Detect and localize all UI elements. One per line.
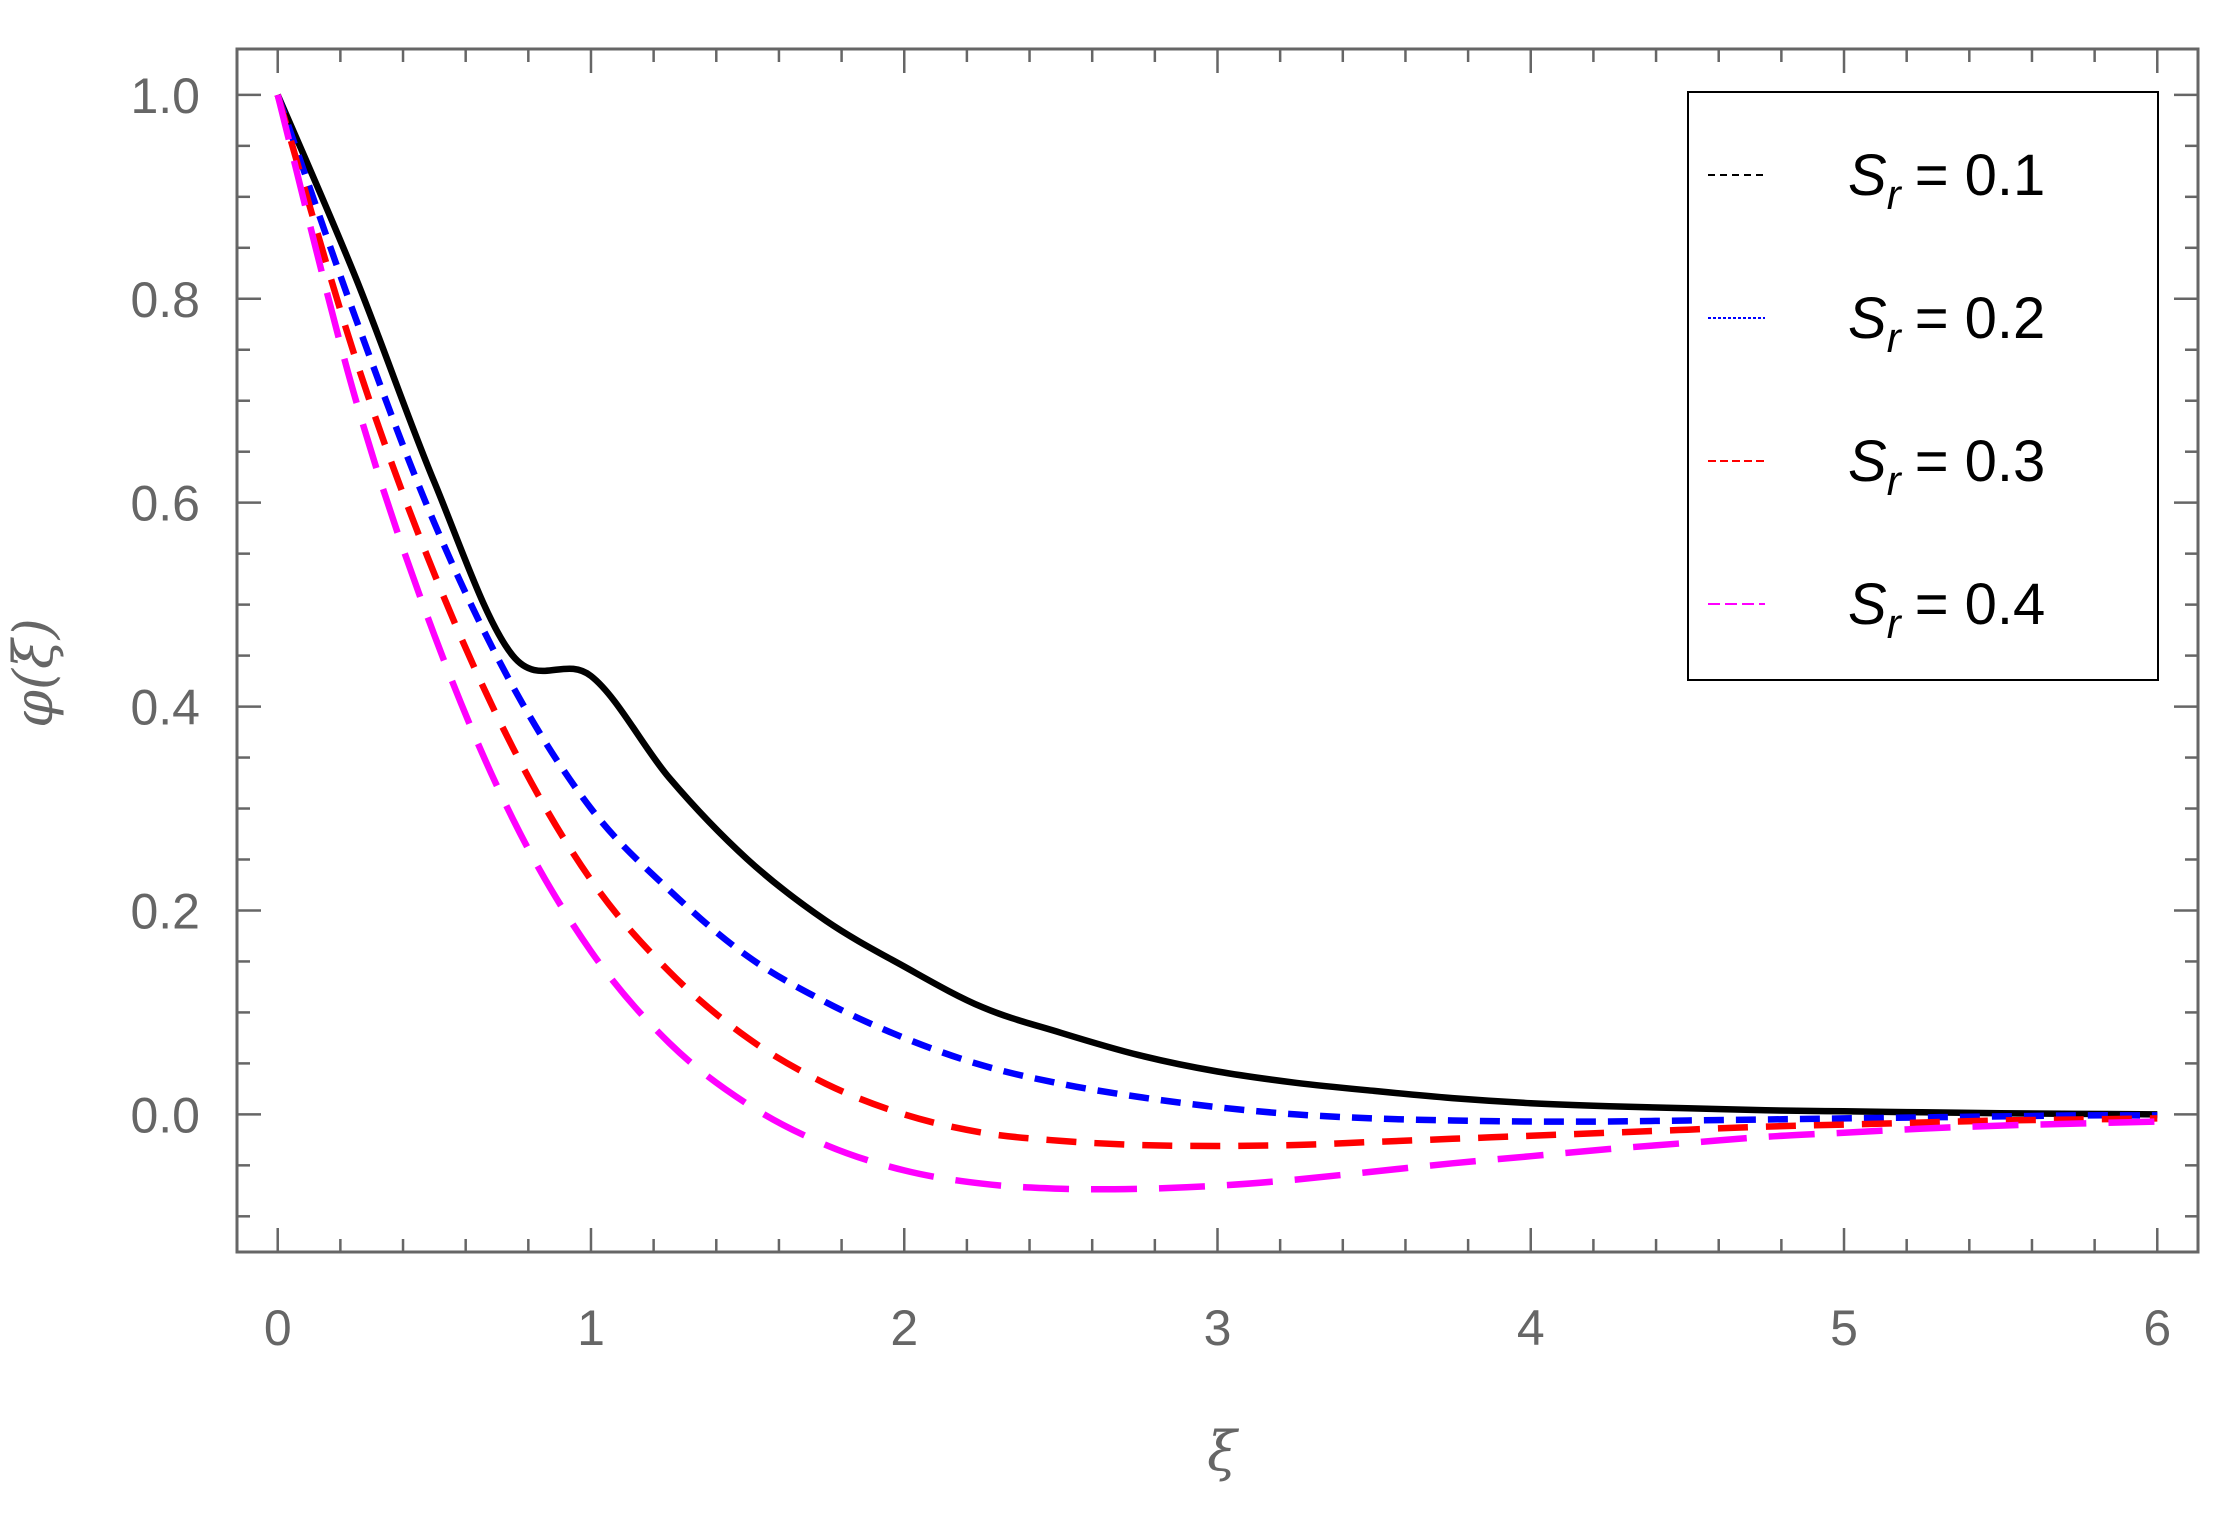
x-tick-label: 1: [577, 1300, 605, 1356]
series-line-3: [274, 93, 2158, 1150]
y-tick-label: 0.4: [130, 680, 200, 736]
tick-labels: 0 1 2 3 4 5 6 0.0 0.2 0.4 0.6 0.8 1.0: [130, 68, 2171, 1356]
x-tick-label: 0: [264, 1300, 292, 1356]
x-tick-label: 3: [1204, 1300, 1232, 1356]
x-tick-label: 5: [1830, 1300, 1858, 1356]
y-axis-title: φ(ξ): [2, 618, 65, 728]
legend-label: Sr = 0.1: [1848, 143, 2045, 218]
series-line-4: [274, 94, 2158, 1193]
legend-label: Sr = 0.3: [1848, 429, 2045, 504]
series-layer: [274, 93, 2158, 1193]
x-axis-title: ξ: [1207, 1420, 1239, 1483]
legend: Sr = 0.1 Sr = 0.2 Sr = 0.3 Sr = 0.4: [1687, 91, 2159, 681]
legend-label: Sr = 0.4: [1848, 572, 2045, 647]
series-line-2: [274, 93, 2158, 1125]
x-tick-label: 6: [2143, 1300, 2171, 1356]
y-tick-label: 0.6: [130, 476, 200, 532]
y-tick-label: 1.0: [130, 68, 200, 124]
x-tick-label: 4: [1517, 1300, 1545, 1356]
axis-ticks: [237, 49, 2198, 1252]
y-tick-label: 0.0: [130, 1087, 200, 1143]
y-tick-label: 0.8: [130, 272, 200, 328]
x-tick-label: 2: [890, 1300, 918, 1356]
series-line-1: [274, 93, 2158, 1118]
legend-label: Sr = 0.2: [1848, 286, 2045, 361]
y-tick-label: 0.2: [130, 883, 200, 939]
legend-box: [1687, 91, 2159, 681]
plot-frame: [235, 47, 2200, 1254]
